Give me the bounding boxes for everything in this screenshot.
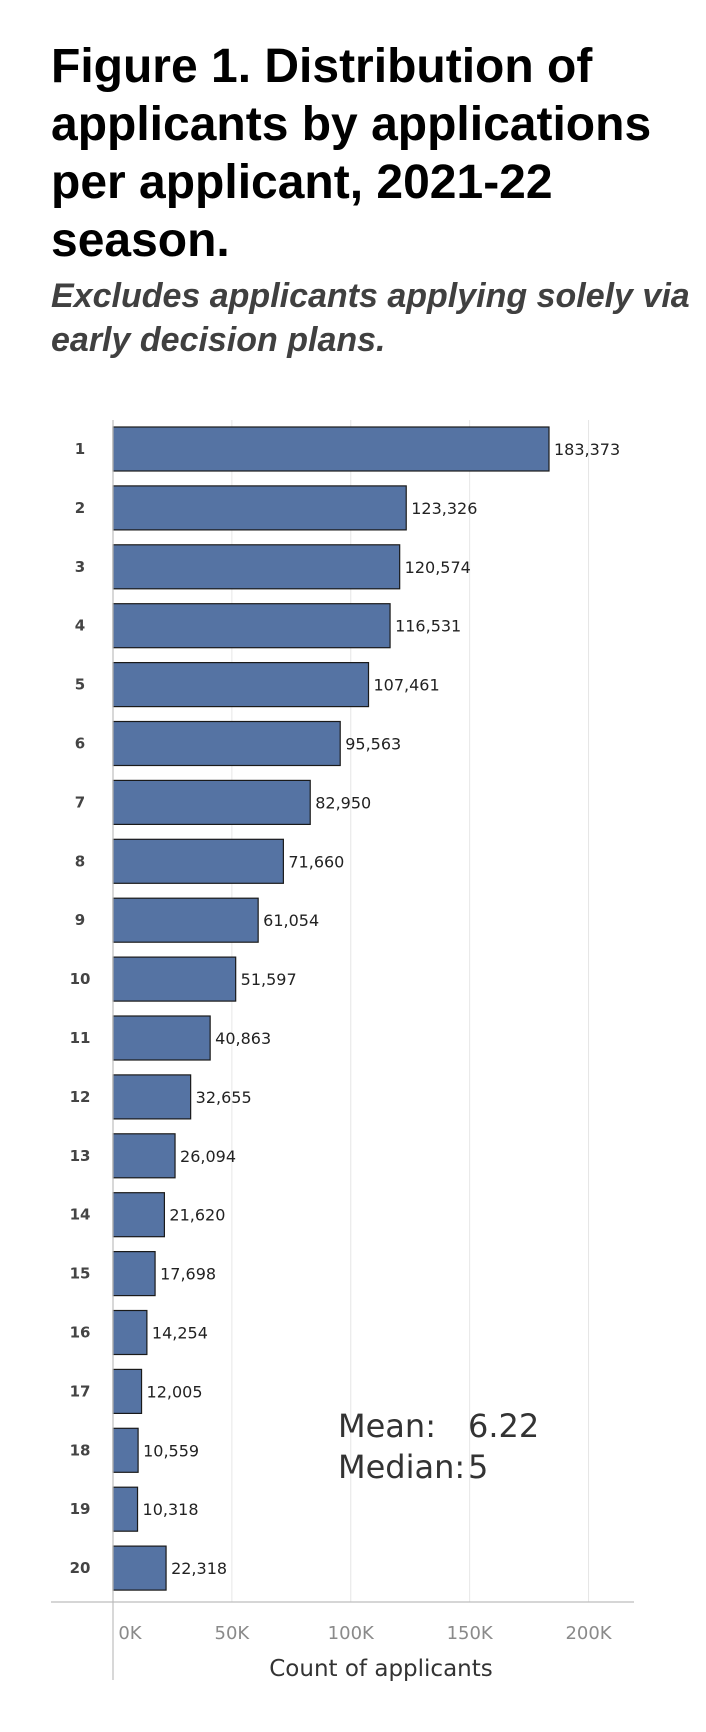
bar bbox=[112, 1133, 176, 1179]
value-label: 14,254 bbox=[152, 1324, 208, 1343]
bar bbox=[112, 1486, 139, 1532]
bar bbox=[112, 1250, 156, 1297]
category-label: 14 bbox=[70, 1206, 91, 1224]
x-axis-title: Count of applicants bbox=[269, 1656, 493, 1682]
x-tick-label: 100K bbox=[328, 1623, 375, 1644]
chart-title: Figure 1. Distribution of applicants by … bbox=[51, 40, 652, 267]
value-labels: 183,373 123,326 120,574 116,531 107,461 95,56… bbox=[143, 440, 621, 1578]
value-label: 12,005 bbox=[147, 1382, 203, 1401]
bar bbox=[112, 779, 311, 826]
bar bbox=[112, 426, 550, 472]
value-label: 61,054 bbox=[263, 911, 319, 930]
bar bbox=[112, 956, 237, 1002]
value-label: 40,863 bbox=[215, 1029, 271, 1048]
value-label: 95,563 bbox=[345, 735, 401, 754]
category-label: 1 bbox=[75, 440, 85, 458]
stat-value: 6.22 bbox=[468, 1407, 539, 1445]
category-label: 12 bbox=[70, 1088, 91, 1106]
x-tick-labels: 0K 50K 100K 150K 200K bbox=[118, 1623, 612, 1644]
category-label: 20 bbox=[70, 1559, 91, 1577]
value-label: 22,318 bbox=[171, 1559, 227, 1578]
bar bbox=[112, 1074, 192, 1120]
bar bbox=[112, 720, 341, 767]
bar bbox=[112, 1309, 148, 1356]
chart-subtitle: Excludes applicants applying solely via … bbox=[51, 277, 690, 359]
value-label: 17,698 bbox=[160, 1265, 216, 1284]
category-label: 3 bbox=[75, 558, 85, 576]
category-label: 17 bbox=[70, 1382, 91, 1400]
category-label: 15 bbox=[70, 1265, 91, 1283]
category-label: 4 bbox=[75, 617, 85, 635]
bar bbox=[112, 603, 391, 649]
category-label: 10 bbox=[70, 970, 91, 988]
x-tick-label: 0K bbox=[118, 1623, 142, 1644]
category-label: 5 bbox=[75, 676, 85, 694]
bar bbox=[112, 1192, 166, 1238]
value-label: 82,950 bbox=[315, 793, 371, 812]
category-label: 19 bbox=[70, 1500, 91, 1518]
category-label: 11 bbox=[70, 1029, 91, 1047]
bar bbox=[112, 1015, 211, 1061]
value-label: 26,094 bbox=[180, 1147, 236, 1166]
value-label: 116,531 bbox=[395, 617, 461, 636]
category-label: 18 bbox=[70, 1441, 91, 1459]
stat-label: Mean: bbox=[338, 1407, 436, 1445]
bar bbox=[112, 544, 401, 590]
bar bbox=[112, 1368, 143, 1415]
value-label: 21,620 bbox=[169, 1206, 225, 1225]
category-label: 8 bbox=[75, 852, 85, 870]
category-label: 2 bbox=[75, 499, 85, 517]
category-label: 7 bbox=[75, 793, 85, 811]
value-label: 51,597 bbox=[241, 970, 297, 989]
stat-label: Median: bbox=[338, 1448, 465, 1486]
stat-value: 5 bbox=[468, 1448, 488, 1486]
category-label: 6 bbox=[75, 735, 85, 753]
bar bbox=[112, 1427, 139, 1473]
value-label: 71,660 bbox=[288, 852, 344, 871]
bar bbox=[112, 838, 284, 884]
value-label: 10,318 bbox=[143, 1500, 199, 1519]
category-label: 9 bbox=[75, 911, 85, 929]
value-label: 120,574 bbox=[405, 558, 471, 577]
bar bbox=[112, 1545, 167, 1591]
x-tick-label: 50K bbox=[215, 1623, 251, 1644]
bars bbox=[112, 426, 550, 1591]
value-label: 183,373 bbox=[554, 440, 620, 459]
axes bbox=[51, 420, 634, 1680]
value-label: 107,461 bbox=[374, 676, 440, 695]
value-label: 32,655 bbox=[196, 1088, 252, 1107]
value-label: 123,326 bbox=[411, 499, 477, 518]
x-tick-label: 200K bbox=[565, 1623, 612, 1644]
bar bbox=[112, 661, 370, 708]
bar bbox=[112, 897, 259, 943]
value-label: 10,559 bbox=[143, 1441, 199, 1460]
category-label: 16 bbox=[70, 1324, 91, 1342]
category-label: 13 bbox=[70, 1147, 91, 1165]
x-tick-label: 150K bbox=[447, 1623, 494, 1644]
bar bbox=[112, 485, 407, 531]
